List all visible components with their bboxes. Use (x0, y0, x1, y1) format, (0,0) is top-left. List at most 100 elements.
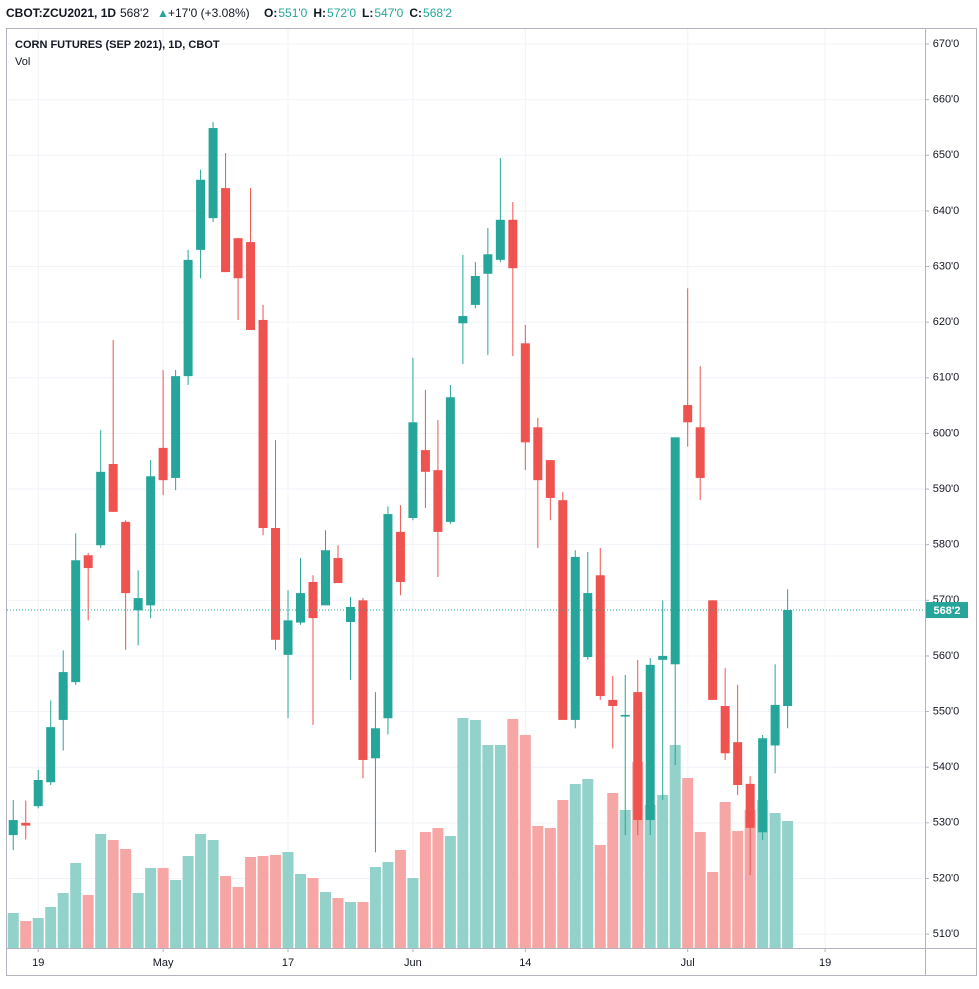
y-tick-label: 640'0 (933, 205, 960, 217)
volume-bar (295, 874, 307, 948)
volume-bar (757, 800, 769, 948)
x-tick-label: 17 (282, 957, 294, 969)
ohlc-key: H: (313, 6, 326, 20)
volume-bar (20, 921, 32, 948)
y-tick-label: 630'0 (933, 260, 960, 272)
last-price: 568'2 (120, 6, 149, 20)
candle-body (395, 531, 405, 582)
volume-bar (607, 793, 619, 948)
candle-body (121, 521, 131, 594)
candle-body (495, 219, 505, 260)
volume-bar (419, 832, 431, 948)
volume-bar (657, 795, 669, 948)
x-tick-label: Jul (681, 957, 695, 969)
candle-body (620, 714, 630, 717)
volume-bar (270, 855, 282, 948)
ohlc-value: 547'0 (374, 6, 403, 20)
volume-bar (357, 902, 369, 948)
volume-bar (82, 895, 94, 948)
y-tick-label: 660'0 (933, 94, 960, 106)
volume-bar (407, 878, 419, 948)
ohlc-value: 568'2 (423, 6, 452, 20)
candle-body (171, 376, 181, 478)
candle-body (758, 738, 768, 833)
y-tick-label: 590'0 (933, 483, 960, 495)
ohlc-value: 551'0 (278, 6, 307, 20)
volume-bar (519, 735, 531, 948)
volume-bar (482, 745, 494, 948)
candle-body (408, 422, 418, 518)
volume-bar (157, 868, 169, 948)
volume-bar (45, 907, 57, 948)
candle-body (445, 397, 455, 522)
volume-bar (557, 800, 569, 948)
volume-bar (769, 813, 781, 948)
candle-body (183, 259, 193, 377)
candle-body (296, 593, 306, 623)
candle-body (633, 692, 643, 821)
candle-body (358, 600, 368, 760)
volume-bar (332, 898, 344, 948)
volume-bar (7, 913, 19, 948)
ohlc-key: C: (409, 6, 422, 20)
candle-body (595, 575, 605, 696)
volume-bar (732, 831, 744, 948)
volume-bar (619, 810, 631, 948)
candle-body (221, 188, 231, 273)
x-tick-label: 19 (32, 957, 44, 969)
volume-bar (245, 857, 257, 948)
candle-body (383, 514, 393, 719)
ohlc-value: 572'0 (327, 6, 356, 20)
y-tick-label: 600'0 (933, 427, 960, 439)
y-tick-label: 650'0 (933, 149, 960, 161)
volume-bar (107, 840, 119, 948)
candle-body (46, 727, 56, 783)
volume-bar (719, 802, 731, 948)
candle-body (158, 447, 168, 481)
candle-body (533, 427, 543, 481)
arrow: ▲ (157, 6, 169, 20)
volume-bar (469, 720, 481, 948)
last-price-label: 568'2 (933, 605, 960, 617)
volume-bar (95, 834, 107, 948)
y-tick-label: 530'0 (933, 817, 960, 829)
volume-bar (145, 868, 157, 948)
volume-bar (582, 779, 594, 948)
volume-bar (282, 852, 294, 948)
volume-bar (170, 880, 182, 948)
symbol: CBOT:ZCU2021, 1D (6, 6, 116, 20)
candle-body (320, 550, 330, 606)
candle-body (583, 593, 593, 658)
candle-body (783, 610, 793, 707)
candle-body (58, 672, 68, 720)
candle-body (8, 820, 18, 836)
candle-body (745, 783, 755, 828)
candle-body (733, 742, 743, 786)
candle-body (308, 581, 318, 619)
y-tick-label: 580'0 (933, 539, 960, 551)
change: +17'0 (+3.08%) (168, 6, 250, 20)
volume-bar (257, 856, 269, 948)
candle-body (83, 555, 93, 569)
volume-bar (444, 836, 456, 948)
volume-bar (494, 745, 506, 948)
candle-body (146, 476, 156, 606)
candle-body (21, 822, 31, 826)
candle-body (370, 728, 380, 759)
x-tick-label: Jun (404, 957, 422, 969)
volume-bar (682, 778, 694, 948)
candle-body (658, 655, 668, 660)
volume (7, 718, 794, 948)
ohlc-key: L: (362, 6, 373, 20)
volume-bar (644, 805, 656, 948)
candle-body (258, 319, 268, 528)
volume-bar (344, 902, 356, 948)
candle-body (196, 179, 206, 250)
candle-body (96, 471, 106, 546)
candle-body (271, 527, 281, 640)
candle-body (458, 316, 468, 324)
candle-body (695, 427, 705, 478)
candle-body (108, 464, 118, 512)
candle-body (208, 128, 218, 219)
